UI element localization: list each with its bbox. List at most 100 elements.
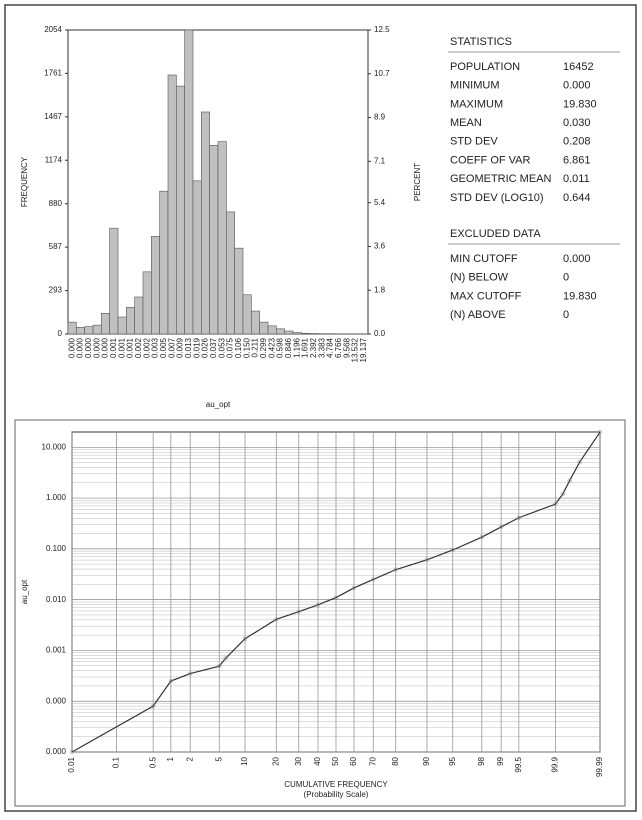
x-tick-label: 0.423	[267, 337, 276, 358]
y2-tick-label: 3.6	[374, 242, 386, 251]
bar	[151, 236, 160, 335]
x-tick-label: 99.5	[514, 756, 523, 772]
y2-tick-label: 7.1	[374, 156, 386, 165]
stat-value: 0	[563, 272, 569, 284]
y2-tick-label: 10.7	[374, 69, 390, 78]
x-axis-note: (Probability Scale)	[304, 790, 369, 799]
x-tick-label: 4.784	[326, 337, 335, 358]
x-tick-label: 2	[185, 756, 194, 761]
x-tick-label: 0.003	[151, 337, 160, 358]
x-tick-label: 0.037	[209, 337, 218, 358]
x-tick-label: 0.002	[134, 337, 143, 358]
stat-value: 0.000	[563, 80, 591, 92]
data-point	[151, 704, 156, 709]
y2-tick-label: 1.8	[374, 285, 386, 294]
stat-label: GEOMETRIC MEAN	[450, 173, 552, 185]
y-tick-label: 293	[49, 286, 63, 295]
x-tick-label: 0.000	[101, 337, 110, 358]
data-point	[242, 636, 248, 641]
x-tick-label: 2.392	[309, 337, 318, 358]
stat-value: 0	[563, 309, 569, 321]
x-tick-label: 13.532	[351, 337, 360, 362]
stat-label: (N) BELOW	[450, 272, 509, 284]
stat-label: MINIMUM	[450, 80, 500, 92]
x-tick-label: 0.075	[226, 337, 235, 358]
stat-value: 19.830	[563, 290, 597, 302]
bar	[301, 332, 310, 335]
section-title: STATISTICS	[450, 36, 512, 48]
x-tick-label: 0.000	[92, 337, 101, 358]
y-tick-label: 0.000	[46, 696, 67, 705]
bar	[292, 332, 302, 335]
statistics-panel: STATISTICS POPULATION 16452 MINIMUM 0.000 MAX…	[448, 36, 620, 321]
x-tick-label: 1	[166, 756, 175, 761]
x-tick-label: 40	[313, 756, 322, 765]
x-tick-label: 99.9	[550, 756, 559, 772]
bar	[167, 74, 177, 335]
stat-value: 16452	[563, 61, 594, 73]
y-tick-label: 0	[58, 329, 63, 338]
y-tick-label: 0.010	[46, 595, 67, 604]
data-point	[188, 671, 193, 676]
y-tick-label: 0.001	[46, 646, 67, 655]
data-point	[560, 491, 565, 497]
stat-label: MIN CUTOFF	[450, 253, 518, 265]
bar	[259, 321, 269, 335]
bar	[109, 227, 119, 335]
data-point	[424, 557, 430, 562]
bar	[242, 294, 252, 335]
x-tick-label: 10	[240, 756, 249, 765]
y-tick-label: 1467	[44, 112, 62, 121]
stat-label: STD DEV	[450, 136, 498, 148]
x-tick-label: 0.019	[192, 337, 201, 358]
data-point	[217, 664, 222, 669]
x-tick-label: 6.766	[334, 337, 343, 358]
y2-tick-label: 5.4	[374, 198, 386, 207]
y-tick-label: 10.000	[42, 442, 67, 451]
data-point	[553, 502, 558, 507]
data-point	[69, 749, 75, 755]
bar	[226, 211, 235, 335]
stat-label: MAX CUTOFF	[450, 290, 522, 302]
x-tick-label: 80	[391, 756, 400, 765]
stat-value: 0.011	[563, 173, 590, 185]
bar	[217, 141, 227, 335]
x-tick-label: 0.001	[126, 337, 135, 358]
x-tick-label: 99.99	[595, 756, 604, 777]
data-point	[567, 478, 572, 483]
bar	[192, 180, 202, 335]
y-axis-title: FREQUENCY	[20, 156, 29, 207]
bar	[134, 296, 144, 335]
bar	[126, 307, 135, 335]
data-point	[516, 515, 521, 520]
x-tick-label: 0.1	[112, 756, 121, 768]
bar	[142, 271, 152, 335]
bar	[176, 85, 185, 335]
bar	[159, 190, 169, 335]
y2-tick-label: 8.9	[374, 113, 386, 122]
data-point	[168, 678, 173, 684]
bar	[76, 327, 85, 335]
x-tick-label: 60	[349, 756, 358, 765]
x-tick-label: 0.598	[276, 337, 285, 358]
x-tick-label: 0.001	[109, 337, 118, 358]
x-tick-label: 0.009	[176, 337, 185, 358]
stat-value: 0.208	[563, 136, 591, 148]
bar	[117, 316, 127, 335]
x-tick-label: 0.211	[251, 337, 260, 357]
stat-value: 19.830	[563, 98, 597, 110]
x-tick-label: 0.000	[84, 337, 93, 358]
x-axis-title: CUMULATIVE FREQUENCY	[284, 780, 388, 789]
x-axis-title: au_opt	[206, 400, 231, 409]
bar	[251, 310, 260, 335]
x-tick-label: 0.5	[148, 756, 157, 768]
y-tick-label: 1.000	[46, 493, 67, 502]
x-tick-label: 98	[477, 756, 486, 765]
x-tick-label: 0.026	[201, 337, 210, 358]
x-tick-label: 5	[214, 756, 223, 761]
x-tick-label: 0.001	[117, 337, 126, 358]
data-point	[296, 609, 301, 614]
stat-label: MAXIMUM	[450, 98, 503, 110]
x-tick-label: 0.002	[142, 337, 151, 358]
